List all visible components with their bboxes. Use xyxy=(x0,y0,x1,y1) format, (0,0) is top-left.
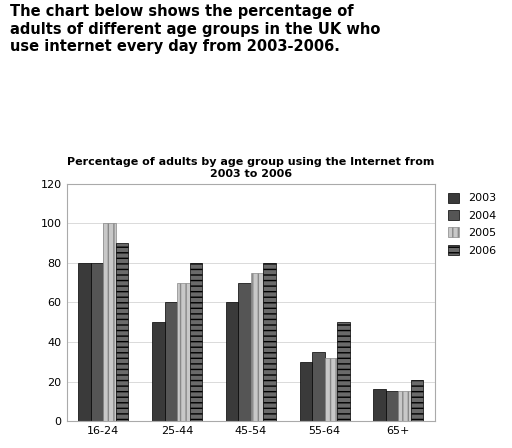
Title: Percentage of adults by age group using the Internet from
2003 to 2006: Percentage of adults by age group using … xyxy=(67,157,435,179)
Bar xyxy=(300,362,312,421)
Bar xyxy=(189,263,202,421)
Bar xyxy=(78,263,91,421)
Bar xyxy=(116,243,129,421)
Bar xyxy=(337,322,350,421)
Bar xyxy=(226,302,239,421)
Bar xyxy=(103,223,116,421)
Bar xyxy=(386,392,398,421)
Text: The chart below shows the percentage of
adults of different age groups in the UK: The chart below shows the percentage of … xyxy=(10,4,380,54)
Bar xyxy=(263,263,276,421)
Bar xyxy=(398,392,411,421)
Bar xyxy=(312,352,325,421)
Bar xyxy=(177,283,189,421)
Bar xyxy=(325,358,337,421)
Bar xyxy=(239,283,251,421)
Bar xyxy=(251,273,263,421)
Bar xyxy=(165,302,177,421)
Bar xyxy=(373,389,386,421)
Bar xyxy=(152,322,165,421)
Bar xyxy=(91,263,103,421)
Bar xyxy=(411,379,423,421)
Legend: 2003, 2004, 2005, 2006: 2003, 2004, 2005, 2006 xyxy=(444,189,499,259)
